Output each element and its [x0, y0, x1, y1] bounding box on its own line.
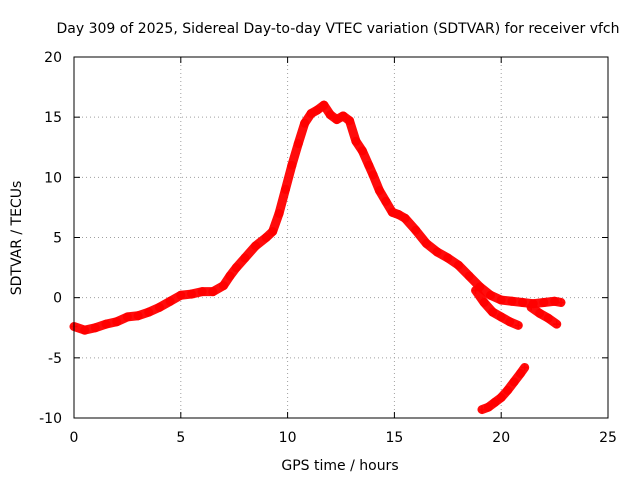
y-tick-label: 10: [44, 170, 62, 186]
grid: [74, 57, 608, 418]
data-point: [514, 321, 522, 329]
axis-ticks: 0 5 10 15 20 25 -10 -5 0 5 10 15 20: [39, 50, 617, 446]
x-tick-label: 0: [70, 430, 79, 446]
data-point: [557, 298, 565, 306]
y-tick-label: -5: [48, 351, 62, 367]
x-tick-label: 20: [492, 430, 510, 446]
data-point: [553, 320, 561, 328]
chart-title: Day 309 of 2025, Sidereal Day-to-day VTE…: [56, 21, 619, 37]
x-tick-label: 10: [279, 430, 297, 446]
x-tick-label: 15: [385, 430, 403, 446]
data-points: [69, 100, 566, 415]
x-axis-label: GPS time / hours: [281, 458, 398, 474]
y-tick-label: 0: [53, 291, 62, 307]
y-tick-label: 15: [44, 110, 62, 126]
y-tick-label: -10: [39, 411, 62, 427]
x-tick-label: 5: [176, 430, 185, 446]
data-point: [521, 363, 529, 371]
y-tick-label: 5: [53, 231, 62, 247]
x-tick-label: 25: [599, 430, 617, 446]
y-tick-label: 20: [44, 50, 62, 66]
y-axis-label: SDTVAR / TECUs: [9, 181, 25, 296]
point-band-segment: [543, 313, 562, 329]
